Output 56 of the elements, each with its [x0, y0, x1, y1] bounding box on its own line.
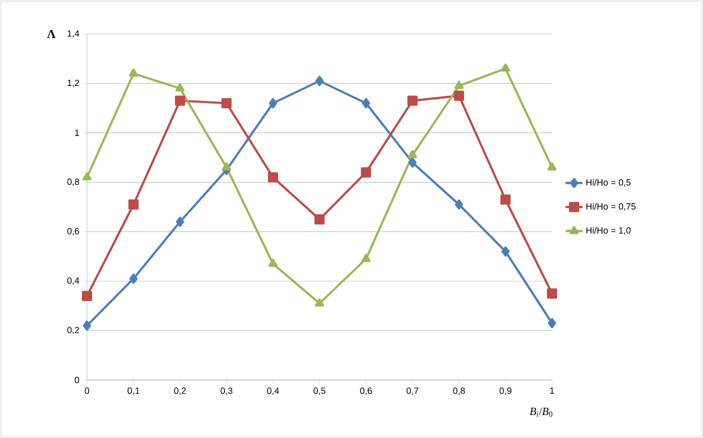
x-tick-label: 1: [550, 388, 554, 394]
point: [82, 290, 92, 302]
point: [501, 246, 510, 257]
x-tick-label: 0,8: [453, 388, 465, 395]
point: [454, 90, 464, 101]
point: [361, 254, 371, 262]
x-tick-label: 0,2: [174, 388, 186, 395]
point: [314, 214, 325, 224]
point: [500, 63, 510, 72]
point: [221, 98, 232, 108]
y-tick-label: 1,4: [68, 30, 80, 38]
x-tick-label: 0: [84, 388, 90, 394]
y-tick-label: 1: [75, 130, 80, 136]
point: [500, 194, 511, 205]
point: [408, 157, 417, 168]
x-tick-label: 0,1: [128, 388, 140, 395]
x-tick-label: 0,3: [220, 388, 232, 395]
y-tick-label: 0,4: [67, 277, 80, 285]
legend-label: Hi/Ho = 0,5: [586, 178, 631, 187]
point: [454, 80, 464, 89]
point: [82, 320, 92, 331]
point: [268, 258, 278, 267]
point: [454, 199, 464, 210]
x-tick-label: 0,4: [267, 388, 279, 395]
y-tick-label: 0,8: [67, 178, 80, 186]
x-tick-label: 0,6: [360, 388, 372, 395]
legend-label: Hi/Ho = 1,0: [586, 226, 631, 235]
y-axis-title: Λ: [47, 30, 56, 38]
point: [407, 96, 418, 106]
point: [174, 96, 186, 106]
point: [82, 172, 92, 180]
point: [268, 172, 278, 182]
point: [548, 318, 556, 328]
y-tick-label: 0,6: [67, 228, 80, 236]
point: [175, 83, 185, 92]
y-tick-label: 0: [74, 376, 80, 384]
legend-label: Hi/Ho = 0,75: [586, 202, 636, 211]
point: [128, 68, 138, 77]
point: [315, 76, 324, 86]
point: [129, 274, 138, 284]
y-tick-label: 0,2: [67, 326, 80, 334]
point: [268, 98, 278, 108]
x-tick-label: 0,7: [406, 388, 418, 395]
point: [222, 162, 232, 171]
point: [360, 167, 372, 178]
point: [408, 150, 418, 158]
point: [176, 216, 184, 227]
x-tick-label: 0,9: [500, 388, 512, 395]
y-tick-label: 1,2: [68, 80, 80, 88]
x-tick-label: 0,5: [314, 388, 326, 395]
point: [546, 288, 558, 299]
point: [547, 162, 557, 171]
point: [314, 298, 324, 306]
point: [362, 98, 370, 108]
x-axis-title: B$_{i}$/B$_{0}$: [530, 408, 552, 417]
point: [128, 199, 139, 210]
